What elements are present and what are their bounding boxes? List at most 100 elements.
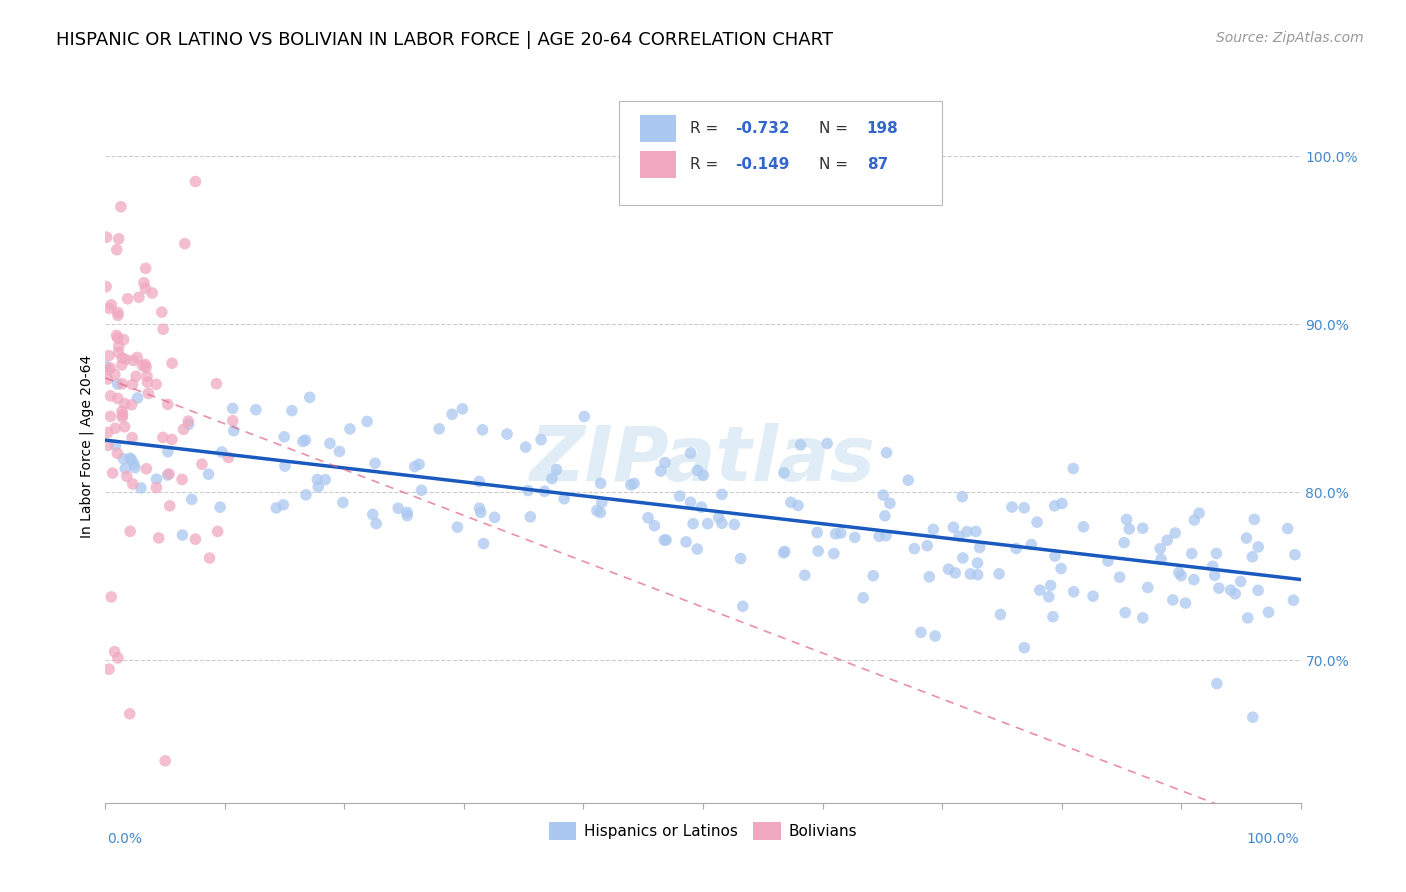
Point [1170, 568, 1192, 582]
Point [1219, 583, 1241, 598]
FancyBboxPatch shape [619, 102, 942, 205]
Point [222, 414, 245, 428]
Point [107, 309, 129, 323]
Point [100, 590, 122, 604]
Point [1108, 570, 1130, 584]
Point [553, 491, 575, 506]
Point [111, 404, 134, 418]
Point [111, 351, 134, 365]
Point [105, 328, 128, 343]
Point [120, 452, 142, 467]
Point [650, 464, 672, 478]
Point [332, 495, 354, 509]
Point [773, 544, 796, 558]
Point [156, 468, 179, 483]
Point [1114, 606, 1136, 620]
Point [969, 541, 991, 555]
Point [515, 440, 537, 454]
Point [903, 541, 925, 556]
Point [1284, 548, 1306, 562]
Point [361, 508, 384, 522]
Point [468, 501, 491, 516]
Point [295, 488, 318, 502]
Point [159, 499, 181, 513]
Point [104, 645, 127, 659]
Point [496, 427, 519, 442]
Point [1038, 590, 1060, 604]
Point [546, 462, 568, 476]
Point [620, 478, 643, 492]
Point [965, 524, 987, 539]
Point [623, 476, 645, 491]
Point [298, 390, 321, 404]
Point [1229, 574, 1251, 589]
Point [1204, 568, 1226, 582]
Point [1247, 583, 1270, 598]
Point [97, 349, 120, 363]
Text: -0.732: -0.732 [735, 121, 790, 136]
Text: Source: ZipAtlas.com: Source: ZipAtlas.com [1216, 31, 1364, 45]
Point [273, 430, 295, 444]
Point [104, 368, 127, 382]
Point [396, 505, 419, 519]
Point [879, 496, 901, 510]
Point [145, 472, 167, 486]
Point [294, 433, 316, 447]
Point [97, 372, 120, 386]
Point [197, 467, 219, 482]
Point [806, 525, 828, 540]
Point [396, 508, 419, 523]
Point [679, 495, 702, 509]
Point [823, 547, 845, 561]
Point [1012, 640, 1035, 655]
Point [966, 567, 988, 582]
Point [1206, 676, 1229, 690]
Point [138, 386, 160, 401]
Text: -0.149: -0.149 [735, 157, 790, 171]
Point [1161, 593, 1184, 607]
Point [105, 446, 128, 460]
Point [125, 369, 148, 384]
Point [1149, 541, 1171, 556]
Point [191, 457, 214, 471]
Point [134, 281, 156, 295]
Point [1277, 522, 1299, 536]
Point [170, 472, 193, 486]
Text: N =: N = [818, 157, 853, 171]
Point [132, 276, 155, 290]
Point [100, 298, 122, 312]
Text: 0.0%: 0.0% [107, 832, 142, 846]
Point [787, 499, 810, 513]
Point [160, 433, 183, 447]
Point [471, 423, 494, 437]
Point [852, 591, 875, 605]
Point [472, 536, 495, 550]
Point [1043, 499, 1066, 513]
Point [517, 483, 540, 498]
Point [1174, 596, 1197, 610]
Point [1136, 581, 1159, 595]
Point [876, 445, 898, 459]
Point [148, 531, 170, 545]
Point [273, 498, 295, 512]
Point [938, 562, 960, 576]
Point [111, 408, 134, 422]
Point [114, 419, 136, 434]
Point [1042, 609, 1064, 624]
Point [411, 483, 433, 498]
Point [868, 529, 890, 543]
Point [1062, 461, 1084, 475]
Point [114, 461, 136, 475]
Point [135, 261, 157, 276]
Point [1208, 581, 1230, 595]
Point [1247, 540, 1270, 554]
Point [427, 422, 450, 436]
Point [98, 301, 121, 316]
Point [1257, 605, 1279, 619]
Point [959, 566, 981, 581]
Point [780, 495, 803, 509]
Point [107, 650, 129, 665]
Point [730, 551, 752, 566]
Point [1001, 500, 1024, 514]
Point [1021, 537, 1043, 551]
